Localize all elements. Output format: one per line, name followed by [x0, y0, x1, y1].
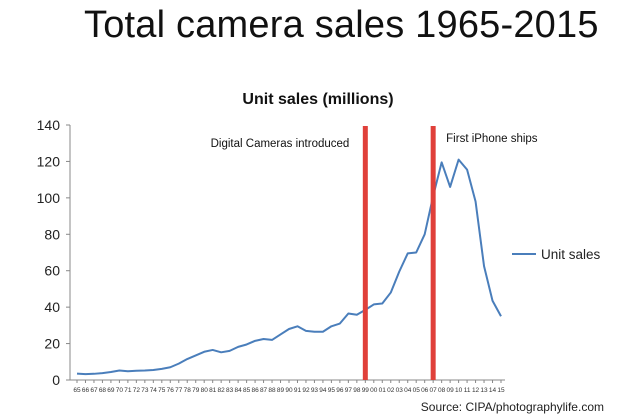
x-tick-label: 81 [209, 387, 217, 394]
x-tick-label: 80 [201, 387, 209, 394]
x-tick-label: 95 [328, 387, 336, 394]
y-tick-label: 60 [44, 263, 60, 279]
x-tick-label: 92 [302, 387, 310, 394]
x-tick-label: 68 [99, 387, 107, 394]
x-tick-label: 86 [251, 387, 259, 394]
x-tick-label: 94 [319, 387, 327, 394]
y-tick-label: 100 [37, 190, 61, 206]
x-tick-label: 10 [455, 387, 463, 394]
x-tick-label: 70 [116, 387, 124, 394]
x-tick-label: 08 [438, 387, 446, 394]
annotation-bar [430, 126, 436, 380]
y-tick-label: 140 [37, 117, 61, 133]
x-tick-label: 69 [107, 387, 115, 394]
y-tick-label: 0 [52, 372, 60, 388]
x-tick-label: 93 [311, 387, 319, 394]
source-credit: Source: CIPA/photographylife.com [421, 400, 604, 414]
x-tick-label: 88 [268, 387, 276, 394]
x-tick-label: 15 [497, 387, 505, 394]
x-tick-label: 06 [421, 387, 429, 394]
x-tick-label: 78 [184, 387, 192, 394]
x-tick-label: 82 [218, 387, 226, 394]
x-tick-label: 14 [489, 387, 497, 394]
x-tick-label: 85 [243, 387, 251, 394]
annotation-label: First iPhone ships [446, 133, 538, 145]
x-tick-label: 79 [192, 387, 200, 394]
x-tick-label: 07 [430, 387, 438, 394]
x-tick-label: 91 [294, 387, 302, 394]
series-line-unit-sales [76, 158, 502, 376]
legend-label: Unit sales [541, 247, 601, 262]
x-tick-label: 05 [413, 387, 421, 394]
page-title: Total camera sales 1965-2015 [84, 4, 599, 46]
x-tick-label: 12 [472, 387, 480, 394]
x-tick-label: 77 [175, 387, 183, 394]
x-tick-label: 87 [260, 387, 268, 394]
x-tick-label: 02 [387, 387, 395, 394]
x-tick-label: 01 [379, 387, 387, 394]
x-tick-label: 90 [285, 387, 293, 394]
x-tick-label: 76 [167, 387, 175, 394]
x-tick-label: 67 [90, 387, 98, 394]
x-tick-label: 65 [73, 387, 81, 394]
x-tick-label: 09 [447, 387, 455, 394]
x-tick-label: 89 [277, 387, 285, 394]
x-tick-label: 13 [480, 387, 488, 394]
x-tick-label: 83 [226, 387, 234, 394]
y-tick-label: 20 [44, 336, 60, 352]
y-tick-label: 120 [37, 153, 61, 169]
x-tick-label: 98 [353, 387, 361, 394]
y-tick-label: 80 [44, 226, 60, 242]
x-tick-label: 72 [133, 387, 141, 394]
x-tick-label: 00 [370, 387, 378, 394]
x-tick-label: 71 [124, 387, 132, 394]
chart-title: Unit sales (millions) [242, 91, 393, 108]
annotation-label: Digital Cameras introduced [211, 138, 350, 150]
x-tick-label: 74 [150, 387, 158, 394]
x-tick-label: 84 [235, 387, 243, 394]
x-tick-label: 75 [158, 387, 166, 394]
x-tick-label: 66 [82, 387, 90, 394]
y-tick-label: 40 [44, 299, 60, 315]
annotation-bar [362, 126, 368, 380]
x-tick-label: 03 [396, 387, 404, 394]
x-tick-label: 96 [336, 387, 344, 394]
x-tick-label: 99 [362, 387, 370, 394]
x-tick-label: 97 [345, 387, 353, 394]
x-tick-label: 73 [141, 387, 149, 394]
x-tick-label: 04 [404, 387, 412, 394]
x-tick-label: 11 [464, 387, 471, 394]
